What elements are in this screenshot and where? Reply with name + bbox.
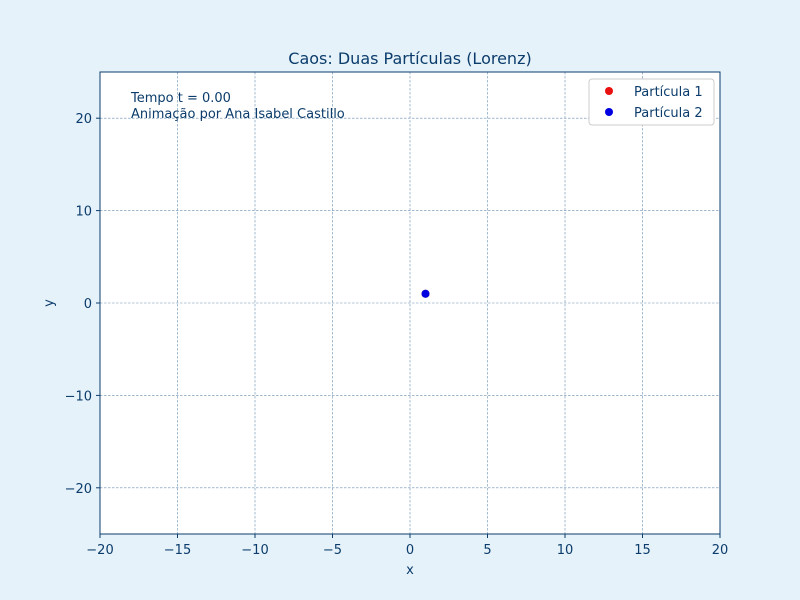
plot-frame — [99, 71, 721, 535]
y-tick-label: −20 — [65, 482, 92, 497]
y-axis-label: y — [42, 299, 57, 307]
legend-box — [588, 78, 715, 126]
x-tick-label: −15 — [164, 543, 191, 558]
y-tick-label: −10 — [65, 389, 92, 404]
x-tick-label: 0 — [406, 543, 414, 558]
y-tick-label: 20 — [75, 112, 92, 127]
x-tick-label: −10 — [241, 543, 268, 558]
grid-lines — [100, 72, 720, 534]
x-tick-label: 15 — [634, 543, 651, 558]
legend-marker-particle-1 — [605, 87, 613, 95]
x-tick-label: 10 — [557, 543, 574, 558]
x-tick-label: −5 — [323, 543, 342, 558]
x-axis-ticks: −20 −15 −10 −5 0 5 10 15 20 — [86, 534, 728, 558]
time-annotation: Tempo t = 0.00 — [130, 91, 231, 106]
author-annotation: Animação por Ana Isabel Castillo — [131, 107, 345, 122]
y-tick-label: 10 — [75, 205, 92, 220]
legend: Partícula 1 Partícula 2 — [588, 78, 715, 126]
legend-label-particle-2: Partícula 2 — [634, 106, 703, 121]
x-tick-label: 5 — [483, 543, 491, 558]
particle-2-point — [421, 289, 430, 298]
legend-marker-particle-2 — [605, 108, 613, 116]
x-tick-label: −20 — [86, 543, 113, 558]
chart-title: Caos: Duas Partículas (Lorenz) — [288, 49, 531, 68]
legend-label-particle-1: Partícula 1 — [634, 85, 703, 100]
y-axis-ticks: −20 −10 0 10 20 — [65, 112, 100, 497]
data-points — [421, 289, 430, 298]
x-tick-label: 20 — [712, 543, 729, 558]
y-tick-label: 0 — [84, 297, 92, 312]
x-axis-label: x — [406, 563, 414, 578]
